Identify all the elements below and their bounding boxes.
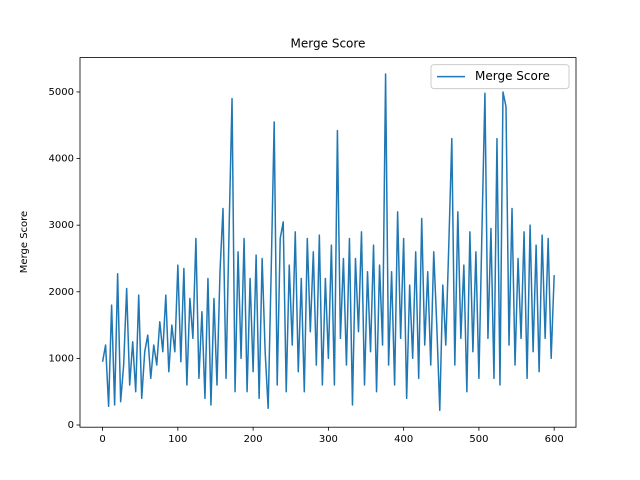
x-tick-label: 600 xyxy=(545,434,564,445)
x-tick-label: 0 xyxy=(99,434,105,445)
x-tick-label: 100 xyxy=(168,434,187,445)
y-tick-label: 1000 xyxy=(49,353,74,364)
y-tick-label: 5000 xyxy=(49,87,74,98)
x-tick-label: 500 xyxy=(469,434,488,445)
y-axis-label: Merge Score xyxy=(19,211,30,273)
y-tick-label: 3000 xyxy=(49,220,74,231)
y-tick-label: 0 xyxy=(68,420,74,431)
data-line xyxy=(101,73,555,412)
y-tick-label: 2000 xyxy=(49,287,74,298)
x-tick-label: 300 xyxy=(319,434,338,445)
y-tick-label: 4000 xyxy=(49,154,74,165)
x-tick-label: 200 xyxy=(244,434,263,445)
legend-box xyxy=(430,64,570,90)
legend-label: Merge Score xyxy=(475,69,550,83)
x-tick-label: 400 xyxy=(394,434,413,445)
plot-frame xyxy=(79,57,577,428)
chart-title: Merge Score xyxy=(291,37,366,51)
